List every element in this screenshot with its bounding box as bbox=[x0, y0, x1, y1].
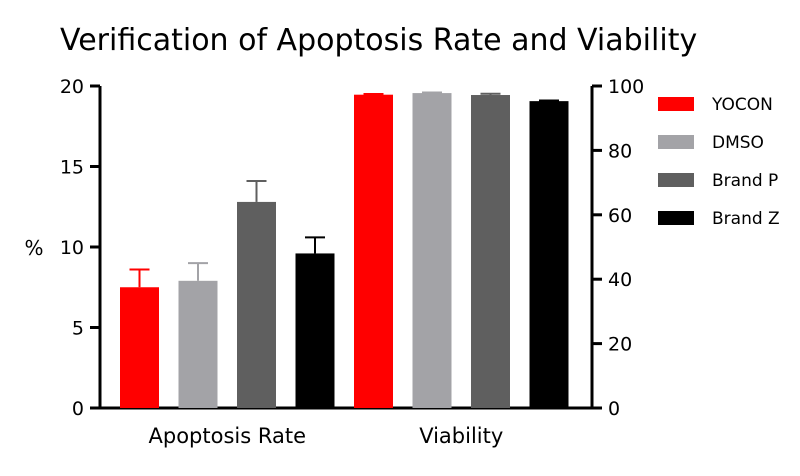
bar bbox=[412, 93, 452, 409]
category-label: Viability bbox=[419, 424, 503, 448]
bar bbox=[237, 201, 276, 408]
legend-label: DMSO bbox=[712, 133, 764, 153]
left-tick-label: 0 bbox=[72, 398, 84, 420]
right-tick-label: 100 bbox=[608, 76, 644, 98]
right-tick-label: 20 bbox=[608, 334, 632, 356]
left-tick-label: 10 bbox=[60, 237, 84, 259]
left-tick-label: 15 bbox=[60, 157, 84, 179]
left-axis-ticks: 0 5 10 15 20 bbox=[60, 76, 100, 420]
chart-title: Verification of Apoptosis Rate and Viabi… bbox=[60, 23, 697, 58]
bar bbox=[529, 101, 569, 408]
y-axis-label: % bbox=[24, 236, 43, 260]
right-tick-label: 60 bbox=[608, 205, 632, 227]
bar bbox=[354, 94, 393, 408]
right-axis-ticks: 0 20 40 60 80 100 bbox=[592, 76, 644, 420]
legend-swatch bbox=[658, 173, 694, 187]
right-tick-label: 40 bbox=[608, 269, 632, 291]
bar bbox=[120, 287, 159, 408]
legend: YOCON DMSO Brand P Brand Z bbox=[658, 95, 780, 229]
right-tick-label: 80 bbox=[608, 140, 632, 162]
category-label: Apoptosis Rate bbox=[149, 424, 307, 448]
bar bbox=[295, 253, 335, 408]
left-tick-label: 5 bbox=[72, 318, 84, 340]
bar bbox=[178, 280, 218, 408]
category-labels: Apoptosis Rate Viability bbox=[149, 424, 504, 448]
bars bbox=[120, 91, 569, 409]
legend-swatch bbox=[658, 97, 694, 111]
bar bbox=[471, 95, 510, 409]
legend-label: Brand Z bbox=[712, 209, 780, 229]
axes bbox=[98, 86, 594, 410]
legend-label: Brand P bbox=[712, 171, 778, 191]
right-tick-label: 0 bbox=[608, 398, 620, 420]
legend-label: YOCON bbox=[711, 95, 773, 115]
left-tick-label: 20 bbox=[60, 76, 84, 98]
legend-swatch bbox=[658, 135, 694, 149]
legend-swatch bbox=[658, 211, 694, 225]
